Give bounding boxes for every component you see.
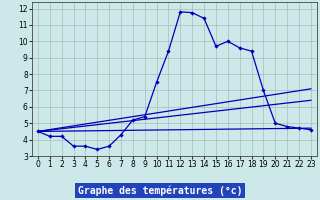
Text: Graphe des températures (°c): Graphe des températures (°c): [78, 186, 242, 196]
